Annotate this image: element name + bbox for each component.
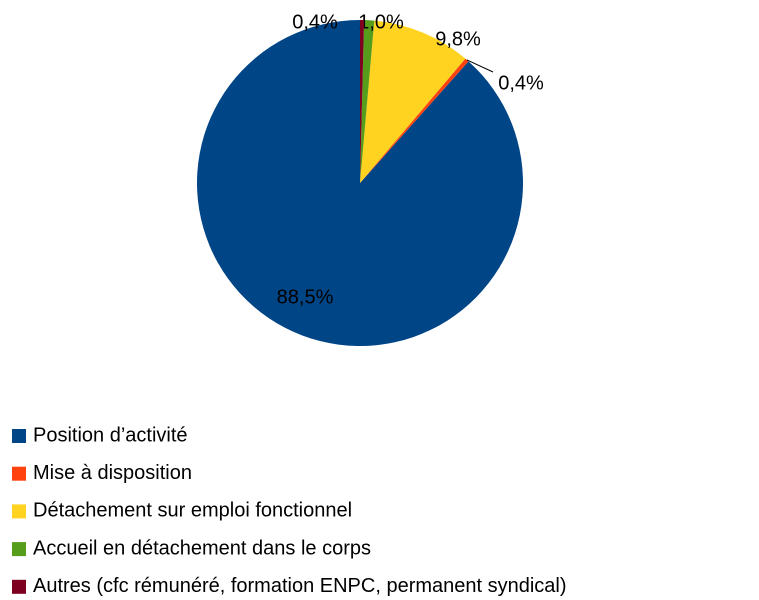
pie-slice bbox=[360, 20, 365, 183]
data-label: 0,4% bbox=[498, 72, 544, 94]
legend-label: Accueil en détachement dans le corps bbox=[33, 537, 371, 559]
legend-swatch bbox=[12, 542, 26, 557]
legend-label: Mise à disposition bbox=[33, 462, 192, 484]
legend-label: Autres (cfc rémunéré, formation ENPC, pe… bbox=[33, 575, 567, 597]
leader-line bbox=[466, 59, 494, 73]
legend-label: Position d’activité bbox=[33, 424, 188, 446]
legend-swatch bbox=[12, 579, 26, 594]
data-label: 0,4% bbox=[292, 11, 338, 33]
pie-slice bbox=[197, 20, 524, 346]
legend-swatch bbox=[12, 504, 26, 519]
legend-swatch bbox=[12, 466, 26, 481]
data-label: 1,0% bbox=[358, 11, 404, 33]
legend-label: Détachement sur emploi fonctionnel bbox=[33, 500, 352, 522]
legend-swatch bbox=[12, 429, 26, 443]
pie-slice bbox=[360, 58, 469, 184]
pie-slice bbox=[360, 20, 466, 183]
data-label: 9,8% bbox=[435, 28, 481, 50]
data-label: 88,5% bbox=[277, 286, 334, 308]
pie-slice bbox=[360, 20, 375, 183]
